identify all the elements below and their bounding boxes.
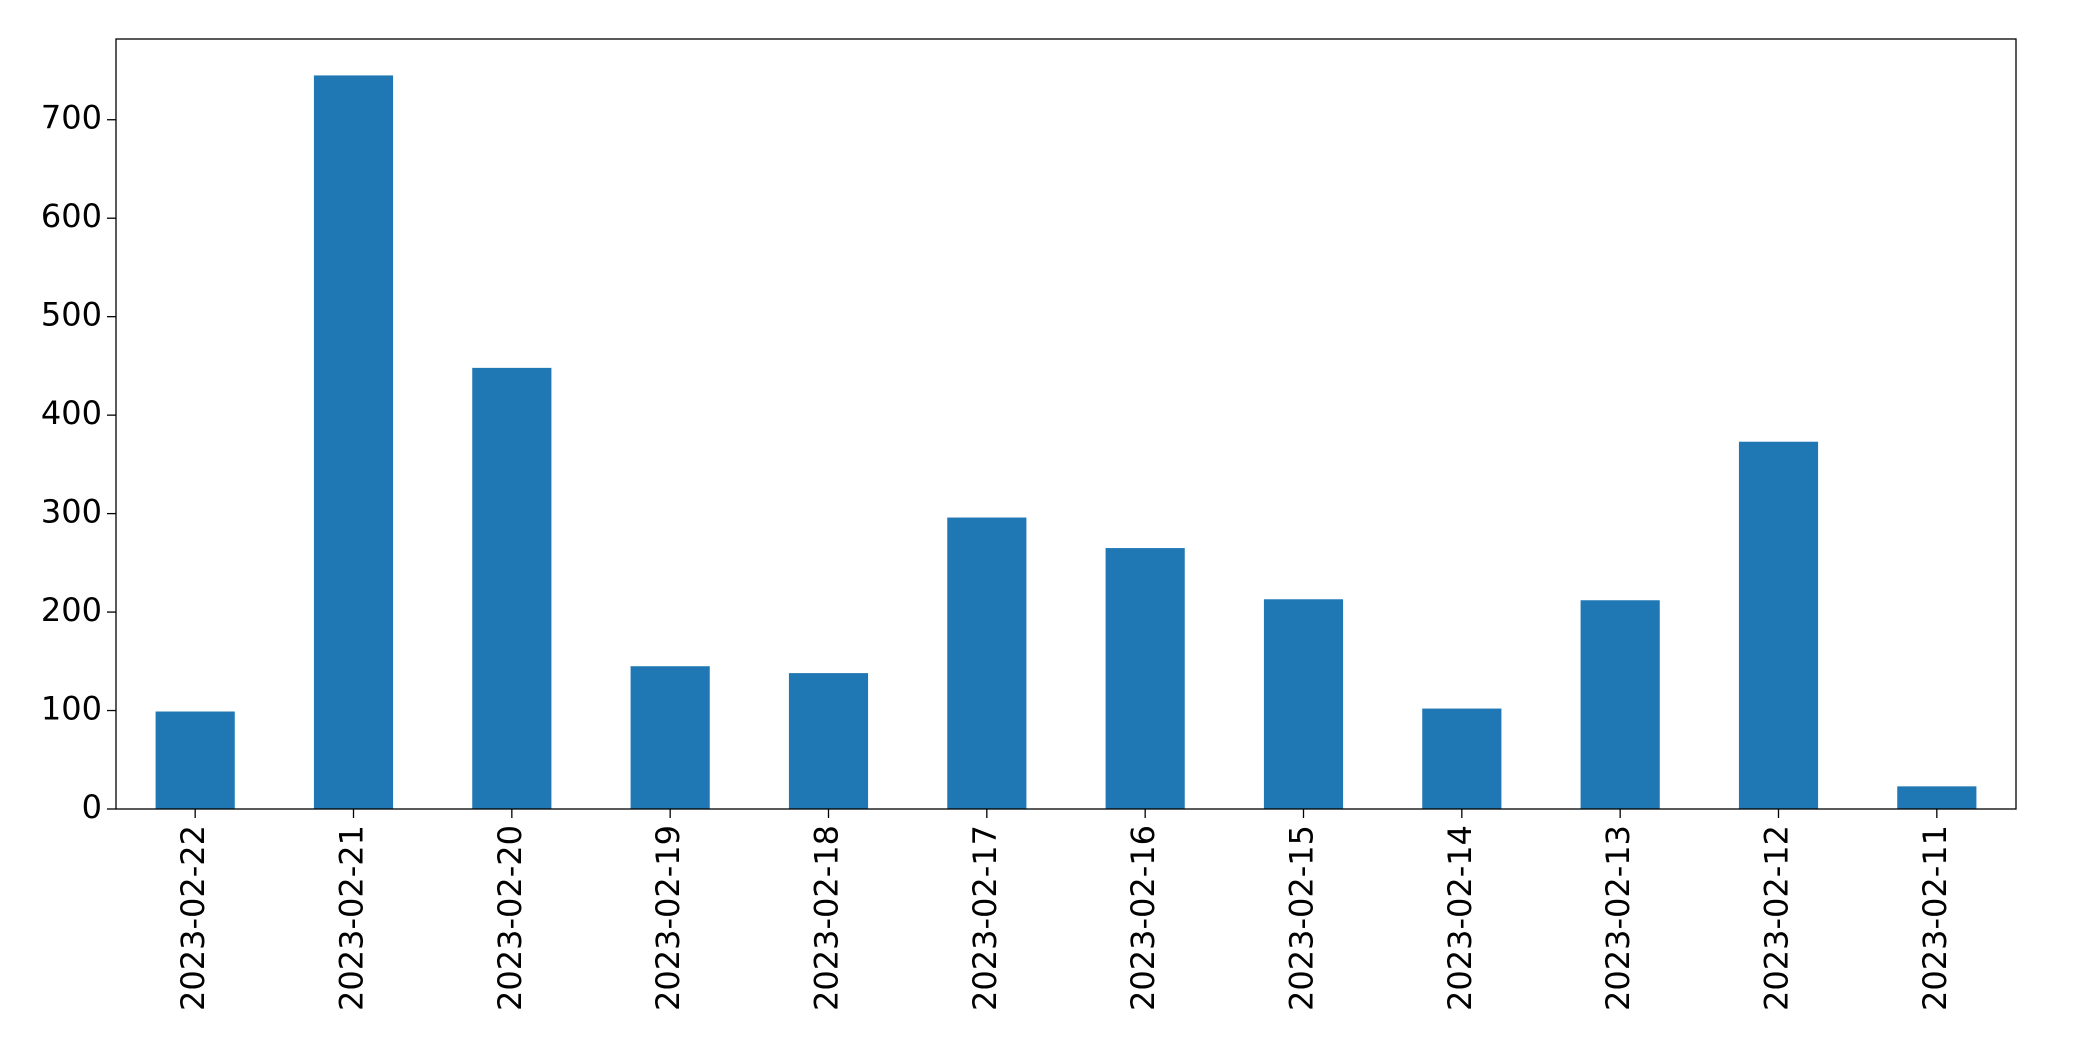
bar — [1580, 600, 1660, 809]
bar — [313, 75, 394, 809]
y-tick-label: 500 — [41, 296, 102, 334]
x-tick-label: 2023-02-20 — [491, 825, 529, 1011]
bar — [1422, 708, 1502, 809]
x-tick-label: 2023-02-14 — [1441, 825, 1479, 1011]
bar — [1263, 599, 1344, 809]
axes-frame — [115, 38, 2017, 810]
bar — [1738, 441, 1819, 809]
x-tick-label: 2023-02-13 — [1599, 825, 1637, 1011]
bar — [1897, 786, 1977, 809]
y-tick-label: 200 — [41, 591, 102, 629]
bar — [1105, 548, 1185, 809]
y-tick-label: 700 — [41, 99, 102, 137]
bar — [947, 517, 1027, 809]
y-tick-label: 0 — [82, 788, 102, 826]
x-tick-label: 2023-02-21 — [333, 825, 371, 1011]
bar — [630, 666, 710, 809]
x-tick-label: 2023-02-19 — [649, 825, 687, 1011]
x-tick-label: 2023-02-12 — [1758, 825, 1796, 1011]
y-tick-label: 600 — [41, 197, 102, 235]
x-tick-label: 2023-02-15 — [1283, 825, 1321, 1011]
y-tick-label: 300 — [41, 493, 102, 531]
x-tick-label: 2023-02-18 — [808, 825, 846, 1011]
x-tick-label: 2023-02-17 — [966, 825, 1004, 1011]
y-tick-label: 400 — [41, 394, 102, 432]
bar — [788, 673, 869, 809]
x-tick-label: 2023-02-16 — [1124, 825, 1162, 1011]
bar — [472, 367, 552, 809]
x-tick-label: 2023-02-22 — [174, 825, 212, 1011]
x-tick-label: 2023-02-11 — [1916, 825, 1954, 1011]
bar — [155, 711, 235, 809]
y-tick-label: 100 — [41, 690, 102, 728]
